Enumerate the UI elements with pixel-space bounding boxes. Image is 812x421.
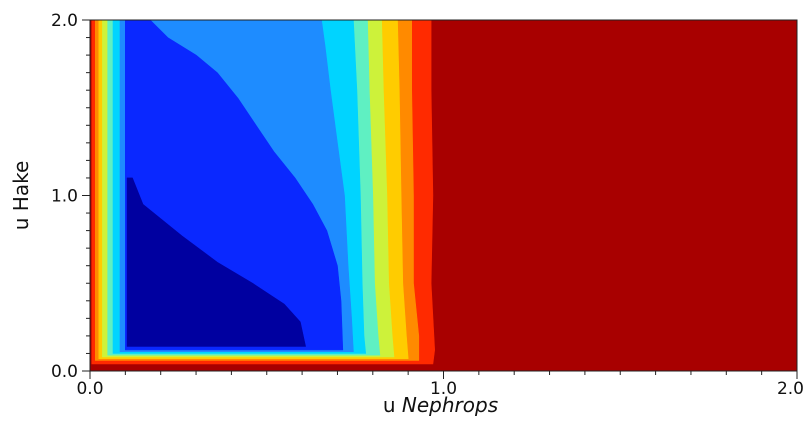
y-tick-label: 0.0	[51, 362, 78, 382]
x-tick-label: 1.0	[430, 379, 457, 399]
y-tick-label: 2.0	[51, 11, 78, 31]
x-axis-title-prefix: u	[383, 393, 402, 417]
contour-level-10	[126, 177, 306, 347]
x-axis-title: u Nephrops	[383, 393, 498, 417]
y-axis-title: u Hake	[9, 161, 33, 231]
tick-group	[82, 19, 798, 379]
tick-label-group: 0.0 1.0 2.0 0.0 1.0 2.0	[51, 11, 804, 399]
contour-fill-group	[90, 20, 797, 371]
y-tick-label: 1.0	[51, 187, 78, 207]
x-tick-label: 0.0	[76, 379, 103, 399]
x-axis-title-italic: Nephrops	[402, 393, 498, 417]
x-tick-label: 2.0	[777, 379, 804, 399]
